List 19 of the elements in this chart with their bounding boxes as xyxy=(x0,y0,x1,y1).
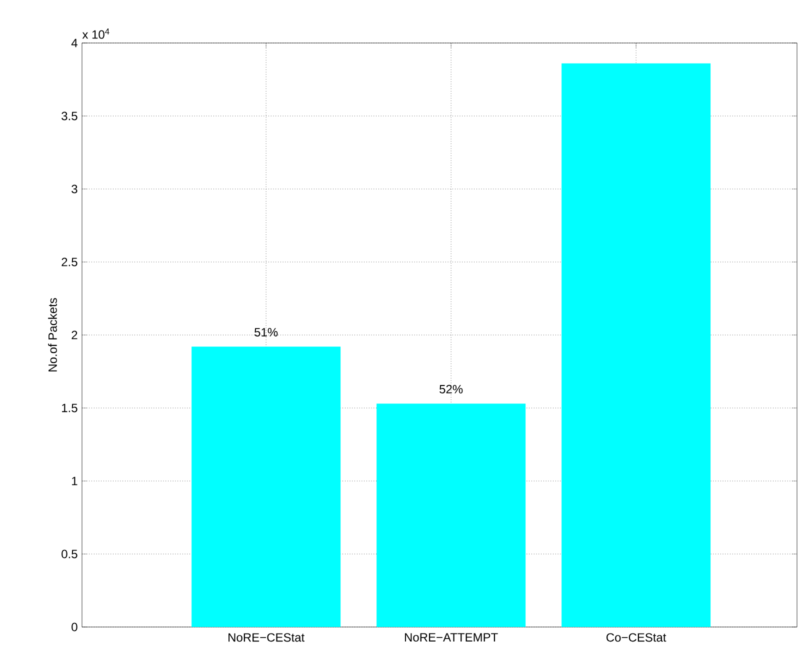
y-tick-label: 0 xyxy=(72,622,78,632)
annotation: 51% xyxy=(254,328,278,336)
y-tick-label: 4 xyxy=(71,38,78,48)
annotation: 52% xyxy=(440,384,463,394)
y-tick-label: 2.5 xyxy=(62,258,78,266)
x-tick-label: NoRE−ATTEMPT xyxy=(404,633,498,642)
bar xyxy=(562,63,711,627)
x-tick-label: NoRE−CEStat xyxy=(228,633,304,642)
bar xyxy=(192,346,341,627)
y-tick-label: 2 xyxy=(72,330,78,340)
y-tick-label: 3.5 xyxy=(62,112,78,120)
y-tick-label: 1.5 xyxy=(62,404,78,412)
bar xyxy=(376,404,526,627)
y-axis-title: No.of Packets xyxy=(48,298,57,372)
y-tick-label: 1 xyxy=(72,476,78,486)
x-tick-label: Co−CEStat xyxy=(606,633,666,642)
y-tick-label: 0.5 xyxy=(62,550,78,558)
y-tick-label: 3 xyxy=(72,184,78,194)
text: x 10$^{4}$ xyxy=(82,28,110,39)
